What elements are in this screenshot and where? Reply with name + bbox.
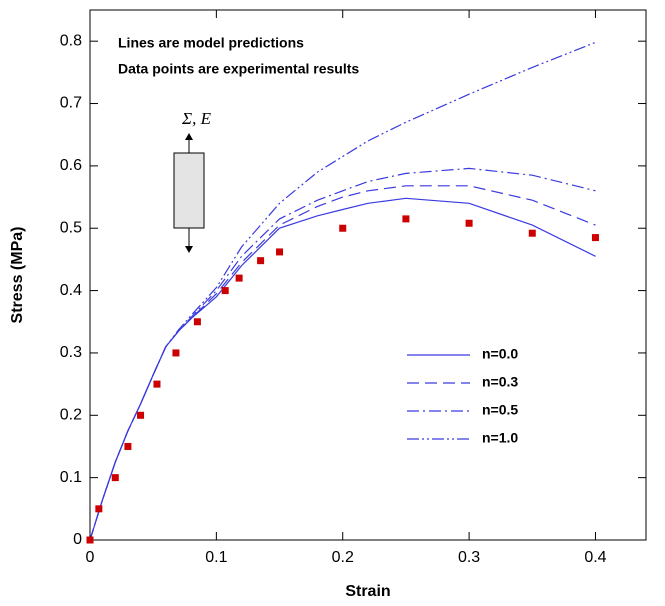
model-line xyxy=(89,167,596,541)
data-point xyxy=(172,349,180,357)
legend-label: n=0.5 xyxy=(482,402,518,418)
plot-frame xyxy=(89,9,647,541)
y-tick-label: 0.7 xyxy=(60,95,82,112)
x-tick-label: 0 xyxy=(86,549,95,566)
data-point xyxy=(111,474,119,482)
x-tick-label: 0.3 xyxy=(458,549,480,566)
x-tick-label: 0.1 xyxy=(205,549,227,566)
y-tick-label: 0.5 xyxy=(60,219,82,236)
y-tick-label: 0.2 xyxy=(60,407,82,424)
y-tick-label: 0.1 xyxy=(60,469,82,486)
data-point xyxy=(465,219,473,227)
data-point xyxy=(528,229,536,237)
data-point xyxy=(339,224,347,232)
x-tick-label: 0.4 xyxy=(584,549,606,566)
data-point xyxy=(193,318,201,326)
arrow-head xyxy=(185,133,193,140)
data-point xyxy=(124,442,132,450)
data-point xyxy=(257,257,265,265)
y-axis-title: Stress (MPa) xyxy=(9,227,26,324)
x-axis-title: Strain xyxy=(345,583,390,600)
legend-label: n=0.3 xyxy=(482,374,518,390)
x-tick-label: 0.2 xyxy=(332,549,354,566)
y-tick-label: 0.6 xyxy=(60,157,82,174)
model-line xyxy=(89,41,596,541)
data-point xyxy=(276,248,284,256)
arrow-head xyxy=(185,246,193,253)
data-point xyxy=(235,274,243,282)
model-line xyxy=(89,197,596,541)
specimen xyxy=(173,152,205,229)
data-point xyxy=(137,411,145,419)
legend-label: n=1.0 xyxy=(482,430,518,446)
y-tick-label: 0.3 xyxy=(60,344,82,361)
specimen-label: Σ, E xyxy=(181,109,212,128)
annotation: Data points are experimental results xyxy=(118,61,359,77)
data-point xyxy=(86,536,94,544)
data-point xyxy=(95,505,103,513)
data-point xyxy=(591,234,599,242)
data-point xyxy=(153,380,161,388)
y-tick-label: 0 xyxy=(73,531,82,548)
model-line xyxy=(89,185,596,541)
y-tick-label: 0.8 xyxy=(60,32,82,49)
specimen-diagram: Σ, E xyxy=(173,109,212,253)
y-tick-label: 0.4 xyxy=(60,282,82,299)
data-point xyxy=(221,287,229,295)
legend-label: n=0.0 xyxy=(482,346,518,362)
data-point xyxy=(402,215,410,223)
annotation: Lines are model predictions xyxy=(118,35,304,51)
